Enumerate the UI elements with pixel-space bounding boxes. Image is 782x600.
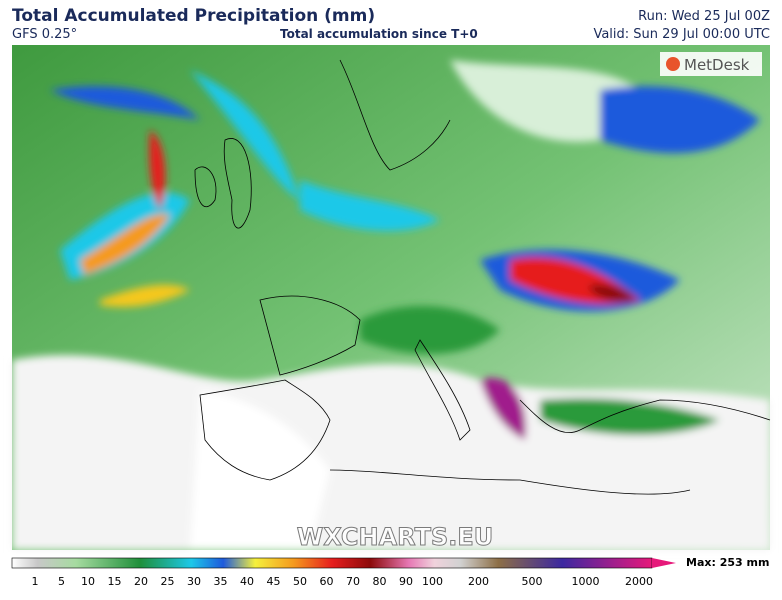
colorbar-tick-label: 5 xyxy=(58,575,65,588)
colorbar-tick-label: 1000 xyxy=(572,575,600,588)
colorbar-tick-label: 70 xyxy=(346,575,360,588)
max-label: Max: 253 mm xyxy=(686,556,770,569)
colorbar-tick-label: 15 xyxy=(108,575,122,588)
colorbar-tick-label: 40 xyxy=(240,575,254,588)
map xyxy=(12,45,771,550)
valid-time: Valid: Sun 29 Jul 00:00 UTC xyxy=(593,27,770,42)
colorbar-tick-label: 25 xyxy=(161,575,175,588)
colorbar-tick-label: 90 xyxy=(399,575,413,588)
colorbar: 1 5 10 15 20 25 30 35 40 45 50 60 70 80 90 100 200 500 100… xyxy=(11,557,676,588)
colorbar-tick-label: 500 xyxy=(522,575,543,588)
model-label: GFS 0.25° xyxy=(12,27,78,42)
colorbar-tick-label: 2000 xyxy=(625,575,653,588)
logo: MetDesk xyxy=(660,52,762,76)
colorbar-tick-label: 20 xyxy=(134,575,148,588)
colorbar-tick-label: 45 xyxy=(267,575,281,588)
colorbar-tick-label: 80 xyxy=(373,575,387,588)
colorbar-tick-label: 35 xyxy=(214,575,228,588)
run-time: Run: Wed 25 Jul 00Z xyxy=(638,9,770,24)
watermark: WXCHARTS.EU xyxy=(297,523,493,551)
title: Total Accumulated Precipitation (mm) xyxy=(12,6,376,26)
logo-text: MetDesk xyxy=(684,56,750,74)
colorbar-tick-label: 200 xyxy=(468,575,489,588)
colorbar-tick-label: 50 xyxy=(293,575,307,588)
colorbar-tick-label: 60 xyxy=(320,575,334,588)
colorbar-tick-label: 10 xyxy=(81,575,95,588)
colorbar-tick-label: 1 xyxy=(32,575,39,588)
colorbar-tick-label: 30 xyxy=(187,575,201,588)
subtitle: Total accumulation since T+0 xyxy=(280,27,478,41)
colorbar-tick-label: 100 xyxy=(422,575,443,588)
